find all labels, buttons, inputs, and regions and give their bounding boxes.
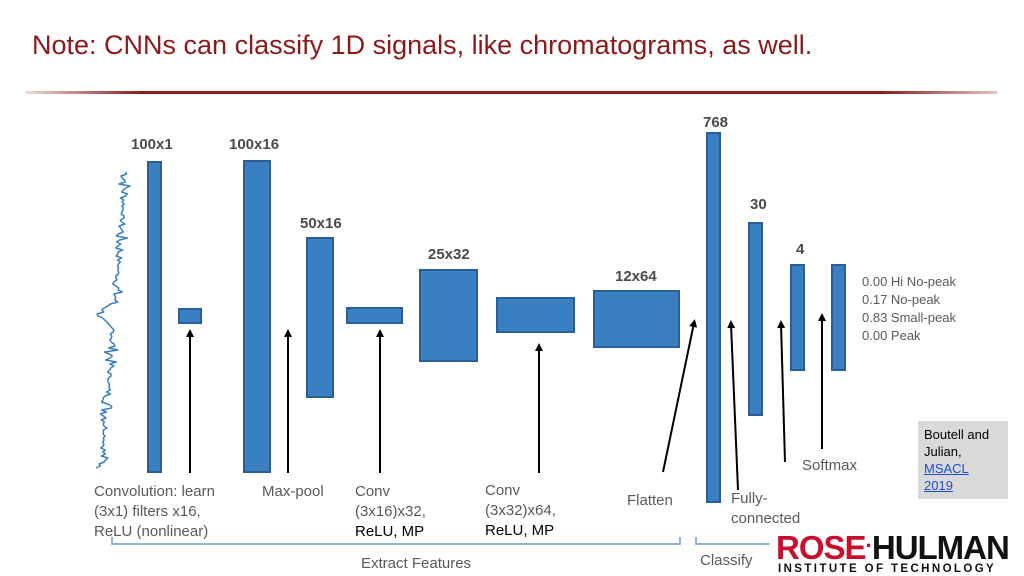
input-layer-block [147, 161, 162, 473]
dim-flatten: 768 [703, 114, 729, 131]
conv1-layer-block [243, 160, 271, 473]
label-conv2-line3: ReLU, MP [355, 523, 425, 540]
label-conv3-line1: Conv [485, 482, 521, 499]
label-conv3: Conv (3x32)x64, ReLU, MP [485, 481, 556, 541]
dim-conv3: 12x64 [615, 268, 657, 285]
citation-link-year[interactable]: 2019 [924, 478, 953, 493]
citation-line1: Boutell and [924, 427, 990, 442]
dim-pool: 50x16 [300, 215, 342, 232]
arrow-flatten [662, 319, 698, 473]
extract-brace [111, 537, 681, 545]
arrow-fc-1 [727, 320, 739, 491]
label-convolution: Convolution: learn (3x1) filters x16, Re… [94, 482, 215, 542]
arrow-fc-2 [777, 320, 786, 463]
chromatogram-signal [95, 171, 131, 469]
logo-word-hulman: HULMAN [871, 529, 1010, 566]
output-peak: 0.00 Peak [862, 328, 921, 343]
slide-title: Note: CNNs can classify 1D signals, like… [32, 30, 813, 60]
output-hi-no-peak: 0.00 Hi No-peak [862, 274, 956, 289]
dim-conv1: 100x16 [229, 136, 280, 153]
label-convolution-line1: Convolution: learn [94, 483, 215, 500]
label-softmax: Softmax [802, 457, 858, 474]
conv2-layer-block [419, 269, 478, 362]
label-fc-line1: Fully- [731, 490, 768, 507]
fc-layer-block [748, 222, 763, 416]
label-fully-connected: Fully- connected [731, 489, 800, 529]
conv2-kernel-block [346, 307, 403, 324]
label-max-pool: Max-pool [262, 483, 324, 500]
label-extract-features: Extract Features [361, 555, 472, 572]
title-divider [25, 91, 997, 94]
pool-layer-block [306, 237, 334, 398]
output-layer-block [790, 264, 805, 371]
label-convolution-line2: (3x1) filters x16, [94, 503, 201, 520]
label-fc-line2: connected [731, 510, 801, 527]
classify-brace [695, 537, 770, 545]
conv3-kernel-block [496, 297, 575, 333]
logo-word-rose: ROSE [776, 529, 867, 566]
conv3-layer-block [593, 290, 680, 348]
dim-input: 100x1 [131, 136, 173, 153]
dim-fc: 30 [750, 196, 767, 213]
label-convolution-line3: ReLU (nonlinear) [94, 523, 209, 540]
citation-box: Boutell and Julian, MSACL 2019 [918, 421, 1008, 499]
citation-link-msacl[interactable]: MSACL [924, 461, 969, 476]
filter-kernel-block [178, 308, 202, 324]
label-conv2-line2: (3x16)x32, [355, 503, 426, 520]
label-conv3-line3: ReLU, MP [485, 522, 555, 539]
label-flatten: Flatten [627, 492, 673, 509]
output-no-peak: 0.17 No-peak [862, 292, 941, 307]
label-conv3-line2: (3x32)x64, [485, 502, 556, 519]
output-small-peak: 0.83 Small-peak [862, 310, 956, 325]
logo-wordmark: ROSE·HULMAN [776, 529, 1010, 566]
dim-out: 4 [796, 241, 805, 258]
flatten-layer-block [706, 132, 721, 503]
logo-subtitle: INSTITUTE OF TECHNOLOGY [778, 563, 997, 575]
label-classify: Classify [700, 552, 753, 569]
dim-conv2: 25x32 [428, 246, 470, 263]
citation-line2: Julian, [924, 444, 962, 459]
label-conv2: Conv (3x16)x32, ReLU, MP [355, 482, 426, 542]
softmax-layer-block [831, 264, 846, 371]
label-conv2-line1: Conv [355, 483, 391, 500]
rose-hulman-logo: ROSE·HULMAN INSTITUTE OF TECHNOLOGY [776, 528, 1024, 576]
